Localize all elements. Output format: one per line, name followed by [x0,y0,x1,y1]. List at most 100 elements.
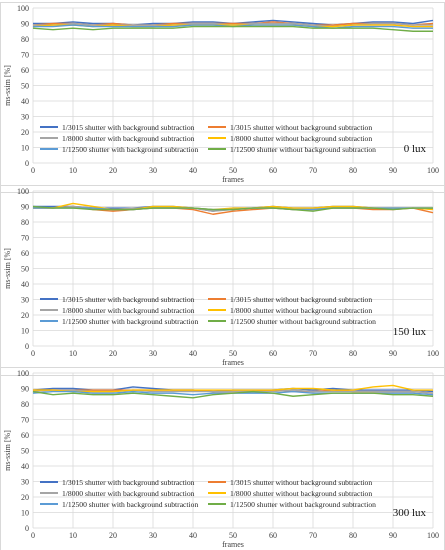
x-tick-label: 100 [427,531,439,540]
x-tick-label: 10 [69,531,77,540]
chart-panel-2: 0 10 20 30 40 50 60 70 80 90 100 0 10 20 30 40 50 60 70 80 9… [0,185,445,376]
y-tick-label: 40 [21,280,29,289]
lux-annotation: 300 lux [393,507,427,519]
x-tick-label: 70 [309,531,317,540]
x-tick-label: 80 [349,166,357,175]
y-tick-label: 10 [21,327,29,336]
y-tick-label: 20 [21,311,29,320]
y-tick-label: 0 [25,342,29,351]
x-tick-label: 90 [389,166,397,175]
x-tick-label: 40 [189,166,197,175]
series-line-6 [32,390,434,399]
x-tick-label: 90 [389,349,397,358]
legend-entry: 1/8000 shutter without background subtra… [230,306,372,315]
chart-frame [0,185,445,376]
y-tick-label: 90 [21,203,29,212]
legend-entry: 1/3015 shutter without background subtra… [230,295,372,304]
y-tick-label: 30 [21,113,29,122]
x-tick-label: 100 [427,166,439,175]
x-tick-label: 30 [149,349,157,358]
y-tick-label: 0 [25,524,29,533]
y-tick-label: 60 [21,249,29,258]
x-tick-label: 90 [389,531,397,540]
x-tick-label: 80 [349,349,357,358]
y-tick-label: 80 [21,35,29,44]
y-tick-label: 0 [25,159,29,168]
legend-entry: 1/8000 shutter with background subtracti… [62,306,195,315]
x-axis-label: frames [222,540,244,549]
y-tick-label: 50 [21,82,29,91]
legend-entry: 1/8000 shutter without background subtra… [230,134,372,143]
chart-frame [0,2,445,193]
chart-panel-3: 0 10 20 30 40 50 60 70 80 90 100 0 10 20 30 40 50 60 70 80 9… [0,367,445,550]
y-tick-label: 40 [21,97,29,106]
y-tick-label: 20 [21,493,29,502]
legend-entry: 1/3015 shutter without background subtra… [230,478,372,487]
y-tick-label: 10 [21,144,29,153]
legend-entry: 1/3015 shutter with background subtracti… [62,478,195,487]
y-tick-label: 70 [21,51,29,60]
x-tick-label: 20 [109,349,117,358]
x-tick-label: 0 [31,531,35,540]
y-tick-label: 30 [21,296,29,305]
y-tick-label: 20 [21,128,29,137]
x-tick-label: 10 [69,349,77,358]
x-tick-label: 50 [229,349,237,358]
legend-entry: 1/3015 shutter with background subtracti… [62,123,195,132]
legend-entry: 1/12500 shutter without background subtr… [230,145,376,154]
x-axis-label: frames [222,175,244,184]
x-tick-label: 50 [229,531,237,540]
legend-entry: 1/12500 shutter with background subtract… [62,317,198,326]
x-tick-label: 70 [309,166,317,175]
x-tick-label: 30 [149,531,157,540]
y-tick-label: 60 [21,66,29,75]
y-axis-label: ms-ssim [%] [3,430,12,471]
x-tick-label: 50 [229,166,237,175]
y-axis-label: ms-ssim [%] [3,65,12,106]
chart-frame [0,367,445,550]
legend-entry: 1/12500 shutter without background subtr… [230,317,376,326]
x-tick-label: 60 [269,166,277,175]
y-tick-label: 50 [21,265,29,274]
x-tick-label: 60 [269,531,277,540]
y-axis-label: ms-ssim [%] [3,248,12,289]
lux-annotation: 150 lux [393,326,427,338]
x-axis-label: frames [222,358,244,367]
lux-annotation: 0 lux [404,143,427,155]
y-tick-label: 100 [17,4,29,13]
x-tick-label: 0 [31,166,35,175]
y-tick-label: 90 [21,385,29,394]
legend-entry: 1/12500 shutter with background subtract… [62,500,198,509]
legend-entry: 1/3015 shutter with background subtracti… [62,295,195,304]
legend-entry: 1/12500 shutter with background subtract… [62,145,198,154]
y-tick-label: 30 [21,478,29,487]
series-line-6 [32,25,433,32]
x-tick-label: 0 [31,349,35,358]
x-tick-label: 70 [309,349,317,358]
x-tick-label: 40 [189,349,197,358]
x-tick-label: 30 [149,166,157,175]
legend-entry: 1/8000 shutter with background subtracti… [62,489,195,498]
y-tick-label: 40 [21,462,29,471]
y-tick-label: 80 [21,218,29,227]
series-line-6 [32,205,433,212]
x-tick-label: 20 [109,531,117,540]
x-tick-label: 100 [427,349,439,358]
x-tick-label: 20 [109,166,117,175]
y-tick-label: 70 [21,416,29,425]
y-tick-label: 60 [21,431,29,440]
legend-entry: 1/3015 shutter without background subtra… [230,123,372,132]
y-tick-label: 100 [17,369,29,378]
x-tick-label: 10 [69,166,77,175]
chart-panel-1: 0 10 20 30 40 50 60 70 80 90 100 0 10 20 30 40 50 60 70 80 9… [0,2,445,193]
y-tick-label: 80 [21,400,29,409]
y-tick-label: 50 [21,447,29,456]
y-tick-label: 100 [17,187,29,196]
x-tick-label: 80 [349,531,357,540]
legend-entry: 1/8000 shutter without background subtra… [230,489,372,498]
legend-entry: 1/12500 shutter without background subtr… [230,500,376,509]
x-tick-label: 60 [269,349,277,358]
legend-entry: 1/8000 shutter with background subtracti… [62,134,195,143]
y-tick-label: 70 [21,234,29,243]
